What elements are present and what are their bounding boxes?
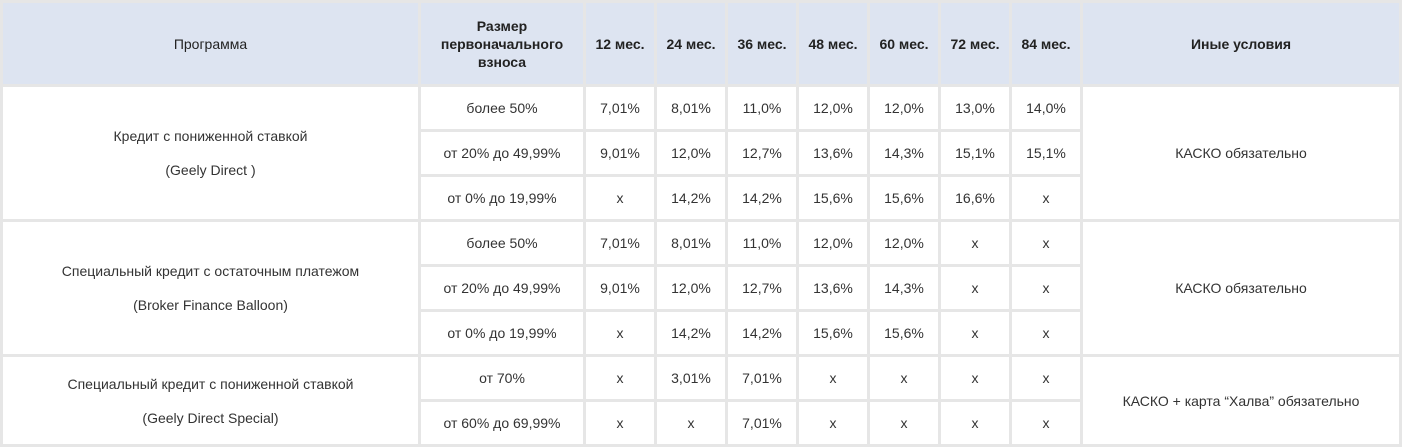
table-row: от 60% до 69,99% x x 7,01% x x x x (3, 402, 1399, 444)
table-row: от 20% до 49,99% 9,01% 12,0% 12,7% 13,6% 14,3… (3, 267, 1399, 309)
rate-cell: 9,01% (586, 267, 654, 309)
rate-cell: 9,01% (586, 132, 654, 174)
rate-cell: 12,0% (799, 222, 867, 264)
rate-cell: 11,0% (728, 222, 796, 264)
rate-cell: x (657, 402, 725, 444)
down-payment-cell: от 60% до 69,99% (421, 402, 583, 444)
conditions-cell: КАСКО обязательно (1083, 222, 1399, 354)
rate-cell: 3,01% (657, 357, 725, 399)
rate-cell: 14,3% (870, 132, 938, 174)
rate-cell: 12,0% (657, 132, 725, 174)
rate-cell: x (799, 357, 867, 399)
rate-cell: x (1012, 222, 1080, 264)
header-row: Программа Размер первоначального взноса … (3, 3, 1399, 84)
program-name: Специальный кредит с пониженной ставкой (67, 375, 354, 392)
rate-cell: 16,6% (941, 177, 1009, 219)
header-24-months: 24 мес. (657, 3, 725, 84)
program-name: Специальный кредит с остаточным платежом (61, 263, 360, 279)
rate-cell: 12,0% (870, 222, 938, 264)
rate-cell: 14,2% (728, 177, 796, 219)
down-payment-cell: более 50% (421, 222, 583, 264)
header-down-payment: Размер первоначального взноса (421, 3, 583, 84)
table-row: от 0% до 19,99% x 14,2% 14,2% 15,6% 15,6% x x (3, 312, 1399, 354)
rate-cell: 12,0% (657, 267, 725, 309)
rate-cell: 13,6% (799, 267, 867, 309)
conditions-cell: КАСКО обязательно (1083, 87, 1399, 219)
down-payment-cell: более 50% (421, 87, 583, 129)
header-84-months: 84 мес. (1012, 3, 1080, 84)
program-code: (Geely Direct Special) (142, 409, 279, 426)
rate-cell: x (1012, 177, 1080, 219)
rate-cell: x (586, 312, 654, 354)
rate-cell: 7,01% (728, 357, 796, 399)
program-cell: Кредит с пониженной ставкой (Geely Direct… (3, 87, 418, 219)
table-row: от 20% до 49,99% 9,01% 12,0% 12,7% 13,6% 14,3… (3, 132, 1399, 174)
rate-cell: 14,3% (870, 267, 938, 309)
program-cell: Специальный кредит с остаточным платежом… (3, 222, 418, 354)
rate-cell: x (941, 267, 1009, 309)
rate-cell: 12,7% (728, 132, 796, 174)
down-payment-cell: от 20% до 49,99% (421, 267, 583, 309)
rate-cell: x (870, 402, 938, 444)
program-code: (Geely Direct ) (165, 162, 256, 178)
header-12-months: 12 мес. (586, 3, 654, 84)
table-row: от 0% до 19,99% x 14,2% 14,2% 15,6% 15,6% 16,6… (3, 177, 1399, 219)
header-48-months: 48 мес. (799, 3, 867, 84)
rate-cell: x (941, 357, 1009, 399)
rate-cell: x (586, 357, 654, 399)
rate-cell: 15,6% (870, 177, 938, 219)
header-72-months: 72 мес. (941, 3, 1009, 84)
rate-cell: 7,01% (728, 402, 796, 444)
rate-cell: 15,1% (941, 132, 1009, 174)
rate-cell: 12,0% (870, 87, 938, 129)
rate-cell: 15,6% (799, 177, 867, 219)
rate-cell: 11,0% (728, 87, 796, 129)
conditions-cell: КАСКО + карта “Халва” обязательно (1083, 357, 1399, 444)
rate-cell: 13,0% (941, 87, 1009, 129)
rate-cell: 14,2% (728, 312, 796, 354)
rate-cell: 12,0% (799, 87, 867, 129)
rate-cell: x (941, 222, 1009, 264)
rate-cell: 13,6% (799, 132, 867, 174)
program-cell: Специальный кредит с пониженной ставкой (… (3, 357, 418, 444)
rate-cell: 12,7% (728, 267, 796, 309)
table-body: Кредит с пониженной ставкой (Geely Direct… (3, 87, 1399, 444)
down-payment-cell: от 0% до 19,99% (421, 177, 583, 219)
header-other-conditions: Иные условия (1083, 3, 1399, 84)
header-36-months: 36 мес. (728, 3, 796, 84)
rate-cell: x (941, 312, 1009, 354)
rate-cell: 8,01% (657, 222, 725, 264)
rate-cell: 8,01% (657, 87, 725, 129)
program-code: (Broker Finance Balloon) (133, 297, 288, 313)
rate-cell: 14,2% (657, 312, 725, 354)
rate-cell: 14,0% (1012, 87, 1080, 129)
rate-cell: x (586, 402, 654, 444)
table-row: Специальный кредит с пониженной ставкой (… (3, 357, 1399, 444)
down-payment-cell: от 0% до 19,99% (421, 312, 583, 354)
rate-cell: x (870, 357, 938, 399)
rate-cell: 7,01% (586, 222, 654, 264)
rate-cell: x (799, 402, 867, 444)
rate-cell: x (1012, 312, 1080, 354)
rate-cell: x (941, 402, 1009, 444)
table-row: Кредит с пониженной ставкой (Geely Direct… (3, 87, 1399, 219)
rate-cell: x (1012, 357, 1080, 399)
rate-cell: x (1012, 402, 1080, 444)
down-payment-cell: от 70% (421, 357, 583, 399)
rate-cell: 15,6% (870, 312, 938, 354)
rate-cell: x (586, 177, 654, 219)
table-row: Специальный кредит с остаточным платежом… (3, 222, 1399, 354)
header-60-months: 60 мес. (870, 3, 938, 84)
rate-cell: 15,6% (799, 312, 867, 354)
program-name: Кредит с пониженной ставкой (113, 128, 308, 144)
rate-cell: 7,01% (586, 87, 654, 129)
header-program: Программа (3, 3, 418, 84)
rate-cell: 14,2% (657, 177, 725, 219)
down-payment-cell: от 20% до 49,99% (421, 132, 583, 174)
rate-cell: x (1012, 267, 1080, 309)
rate-cell: 15,1% (1012, 132, 1080, 174)
